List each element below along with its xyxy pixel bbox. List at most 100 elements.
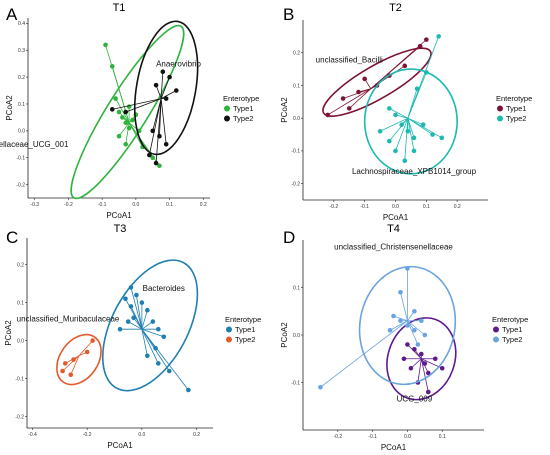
- panel-d-ellipse-type2: [358, 265, 457, 386]
- panel-d-spoke: [407, 320, 426, 336]
- panel-d-xlabel: PCoA1: [381, 443, 407, 452]
- panel-a-y-tick-label: 0.3: [18, 48, 25, 54]
- panel-a-point-type1: [109, 64, 115, 69]
- panel-d-point-type2: [419, 318, 424, 324]
- panel-d-spoke: [400, 292, 408, 321]
- panel-b-point-type1: [340, 96, 346, 101]
- panel-a-point-type1: [120, 115, 125, 120]
- panel-b-legend-label-type2: Type2: [506, 114, 526, 123]
- panel-a-point-type1: [113, 96, 118, 101]
- panel-c-spoke: [141, 329, 148, 356]
- panel-a-point-type1: [150, 155, 156, 161]
- panel-a-legend-label-type1: Type1: [233, 104, 253, 113]
- panel-a-y-tick-label: -0.2: [16, 182, 25, 188]
- panel-b-ylabel: PCoA2: [280, 97, 289, 123]
- panel-b-point-type2: [411, 135, 417, 141]
- panel-c-annotation: Bacteroides: [143, 284, 185, 293]
- panel-d-point-type1: [426, 370, 431, 376]
- panel-c-title: T3: [114, 223, 127, 235]
- panel-b-annotation: Lachnospiraceae_XPB1014_group: [352, 167, 477, 176]
- panel-d-point-type1: [422, 361, 428, 366]
- panel-c-legend-marker-type2: [226, 336, 232, 343]
- panel-c-point-type2: [68, 372, 74, 378]
- panel-b-letter: B: [283, 5, 294, 24]
- panel-a-point-type2: [147, 152, 152, 158]
- panel-b-point-type2: [420, 122, 426, 128]
- panel-d-ylabel: PCoA2: [280, 322, 289, 348]
- panel-b-x-tick-label: -0.1: [360, 204, 369, 210]
- panel-d-series-type2: [318, 265, 457, 390]
- panel-a-y-tick-label: -0.1: [16, 156, 25, 162]
- panel-d-legend-label-type1: Type1: [502, 325, 522, 334]
- panel-d-point-type1: [419, 351, 424, 357]
- panel-b-spoke: [379, 117, 409, 132]
- panel-b-y-tick-label: 0.2: [293, 51, 300, 57]
- panel-d-legend-label-type2: Type2: [502, 335, 522, 344]
- panel-c-spoke: [141, 328, 164, 338]
- panel-b-point-type1: [346, 106, 352, 111]
- panel-d: D T4 -0.2 -0.1 0.0 0.1 -0.1 0.0 0.1 PCoA1 PCoA2 unc…: [280, 223, 528, 452]
- panel-a-spoke: [160, 76, 170, 99]
- panel-c-legend-label-type1: Type1: [235, 325, 255, 334]
- panel-d-x-tick-label: -0.1: [368, 434, 377, 440]
- panel-d-point-type2: [405, 266, 410, 271]
- panel-b-y-tick-label: -0.2: [291, 181, 300, 187]
- panel-a-point-type2: [157, 133, 162, 139]
- panel-b-spoke: [407, 118, 415, 138]
- panel-c-point-type1: [117, 326, 123, 332]
- panel-c-point-type2: [62, 361, 68, 366]
- panel-b-y-tick-label: 0.0: [293, 116, 300, 122]
- panel-b-legend-label-type1: Type1: [506, 104, 526, 113]
- panel-a-point-type2: [123, 109, 129, 115]
- panel-b-point-type2: [402, 158, 408, 164]
- panel-c-point-type1: [145, 353, 150, 359]
- panel-b-spoke: [389, 108, 409, 119]
- panel-a-point-type2: [150, 128, 156, 134]
- panel-b-point-type2: [424, 70, 429, 75]
- panel-d-x-tick-label: 0.0: [404, 434, 411, 440]
- panel-a-point-type2: [153, 160, 159, 166]
- panel-c-spoke: [128, 321, 143, 330]
- panel-b-spoke: [407, 117, 442, 139]
- panel-c-spoke: [130, 306, 143, 330]
- panel-a-spoke: [155, 85, 162, 99]
- panel-b-point-type2: [399, 122, 404, 128]
- panel-b-point-type2: [439, 135, 445, 141]
- panel-b-point-type2: [414, 86, 420, 92]
- panel-b-point-type2: [393, 148, 398, 154]
- panel-a-spoke: [115, 98, 130, 123]
- panel-d-letter: D: [283, 228, 295, 247]
- panel-d-x-tick-label: -0.2: [333, 434, 342, 440]
- panel-a-point-type2: [109, 107, 115, 112]
- panel-b-point-type1: [402, 63, 408, 69]
- panel-a-x-tick-label: -0.1: [98, 202, 107, 208]
- panel-b-ellipse-type1: [322, 47, 432, 117]
- panel-b-spoke: [389, 117, 409, 142]
- panel-a-y-tick-label: 0.4: [18, 21, 25, 27]
- panel-d-point-type2: [391, 313, 396, 319]
- panel-a-letter: A: [6, 5, 18, 24]
- panel-a-point-type2: [153, 82, 159, 88]
- panel-a-x-tick-label: 0.0: [132, 202, 139, 208]
- panel-b-xlabel: PCoA1: [383, 213, 409, 222]
- panel-c-point-type1: [139, 300, 145, 305]
- panel-c-legend-label-type2: Type2: [235, 335, 255, 344]
- panel-b-point-type2: [393, 112, 398, 118]
- panel-a-point-type2: [163, 141, 169, 147]
- panel-b-point-type1: [424, 37, 429, 42]
- panel-d-spoke: [417, 358, 422, 383]
- panel-a-y-tick-label: 0.0: [18, 129, 25, 135]
- panel-b-series-type2: [363, 34, 458, 175]
- panel-a-x-tick-label: 0.1: [166, 202, 173, 208]
- panel-a-xlabel: PCoA1: [106, 211, 132, 220]
- panel-c-y-tick-label: 0.1: [17, 300, 24, 306]
- panel-c-legend-title: Enterotype: [225, 315, 261, 324]
- panel-c-ellipse-type1: [101, 259, 199, 392]
- panel-d-spoke: [407, 344, 422, 360]
- panel-a-y-tick-label: 0.2: [18, 75, 25, 81]
- panel-c-ellipse-type2: [56, 333, 102, 386]
